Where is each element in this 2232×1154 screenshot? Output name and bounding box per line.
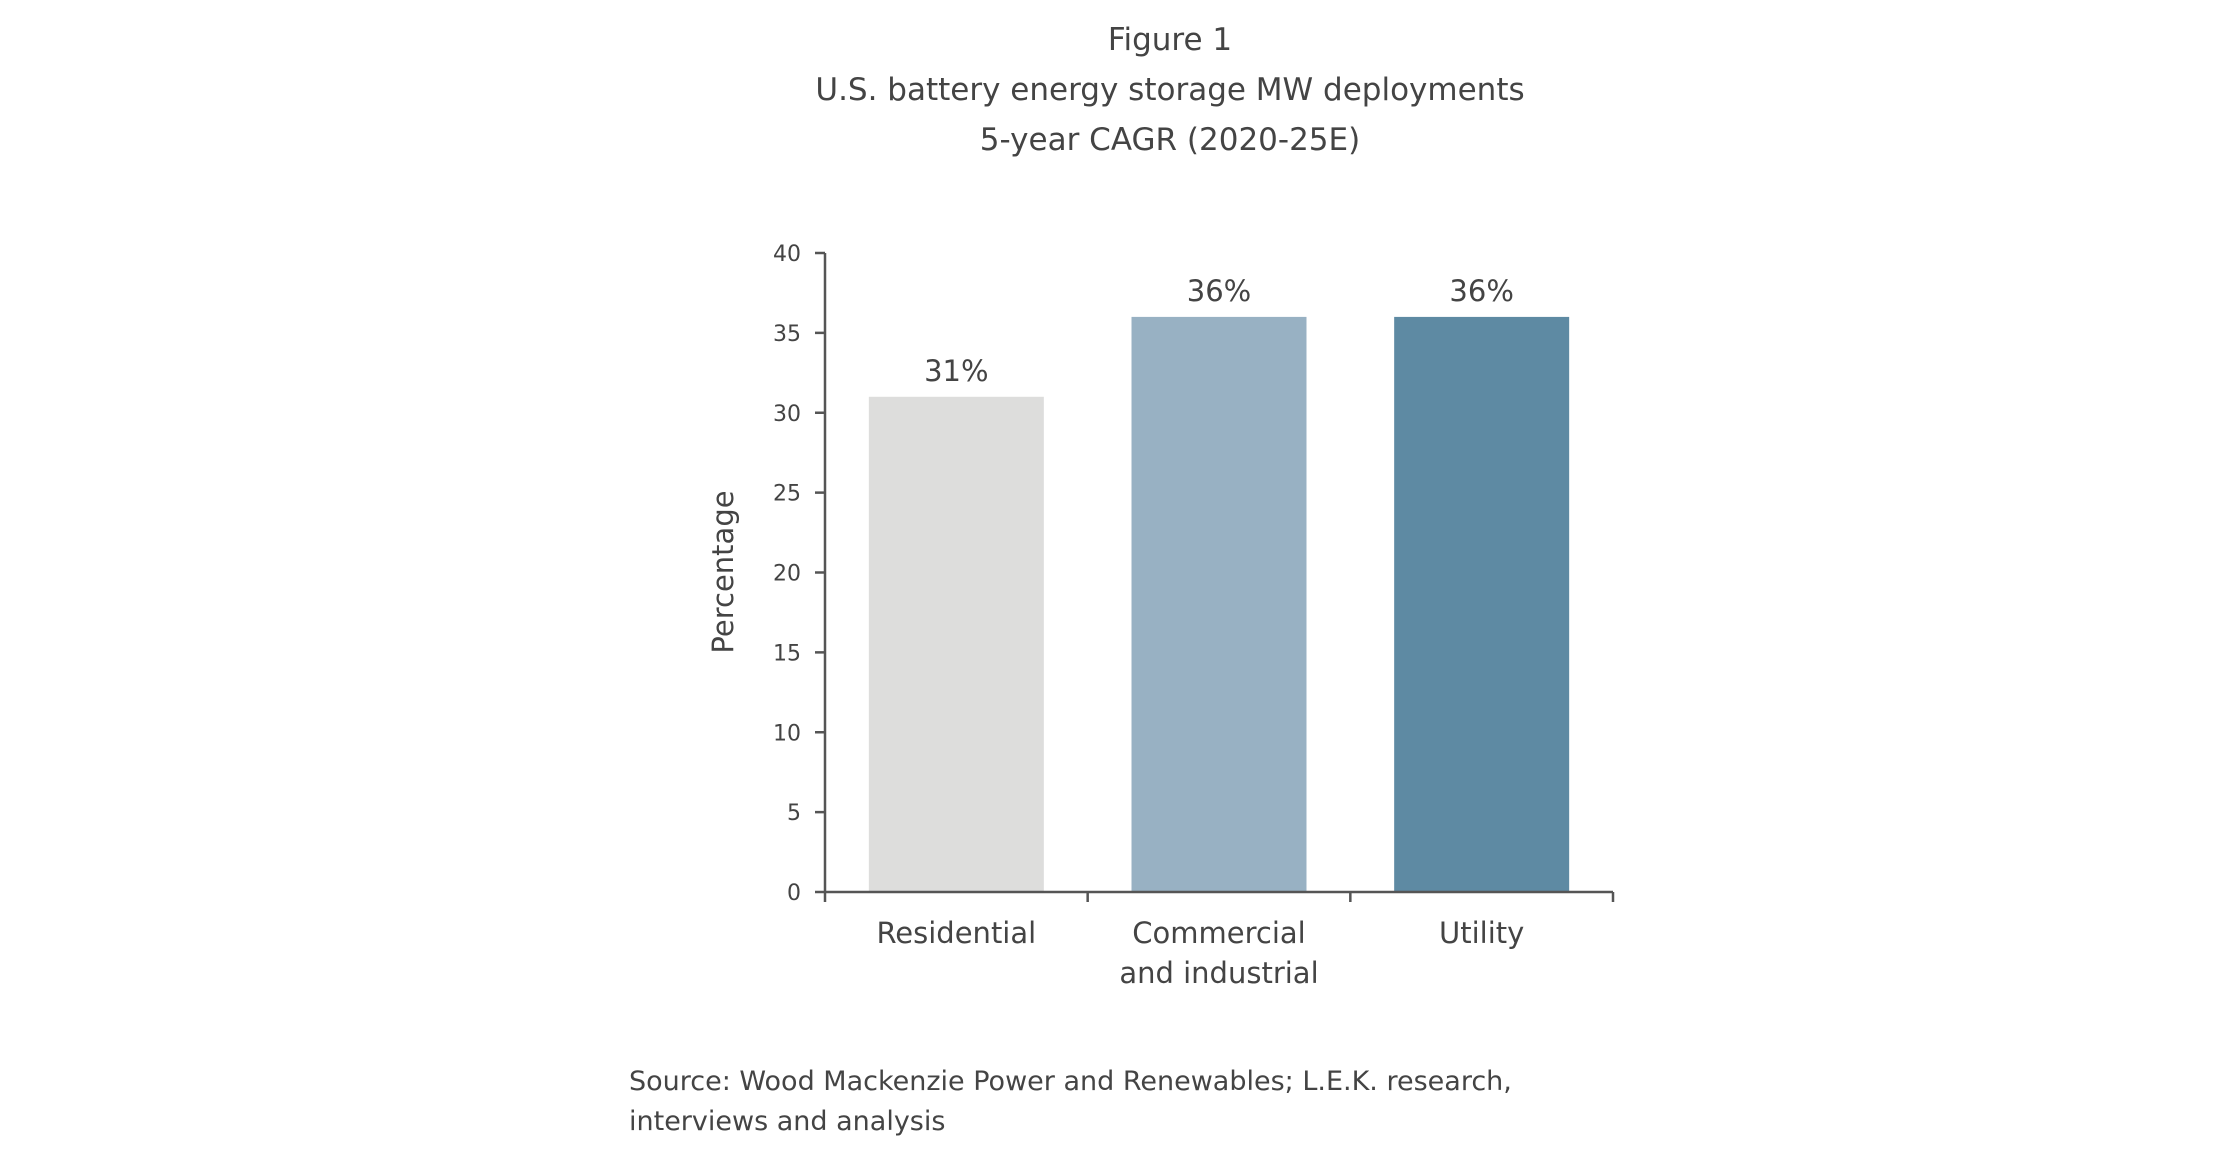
source-note: Source: Wood Mackenzie Power and Renewab… (629, 1066, 1512, 1137)
chart-subtitle: 5-year CAGR (2020-25E) (979, 122, 1361, 158)
bar-0 (868, 396, 1044, 892)
y-axis-label: Percentage (706, 490, 740, 653)
category-label-0: Residential (876, 916, 1036, 950)
y-tick-label: 30 (773, 402, 801, 427)
category-label-1: Commercial (1132, 916, 1305, 950)
category-label-1: and industrial (1119, 956, 1318, 990)
y-tick-label: 0 (787, 881, 801, 906)
y-tick-label: 10 (773, 721, 801, 746)
bar-2 (1394, 316, 1570, 892)
data-label-2: 36% (1449, 274, 1513, 308)
y-tick-label: 35 (773, 322, 801, 347)
y-tick-label: 5 (787, 801, 801, 826)
y-tick-label: 15 (773, 641, 801, 666)
category-label-2: Utility (1439, 916, 1524, 950)
y-tick-label: 40 (773, 242, 801, 267)
data-label-0: 31% (924, 354, 988, 388)
figure-label: Figure 1 (1107, 22, 1233, 58)
data-label-1: 36% (1187, 274, 1251, 308)
y-tick-label: 25 (773, 482, 801, 507)
y-tick-label: 20 (773, 562, 801, 587)
bar-1 (1131, 316, 1307, 892)
chart-title: U.S. battery energy storage MW deploymen… (815, 72, 1525, 108)
